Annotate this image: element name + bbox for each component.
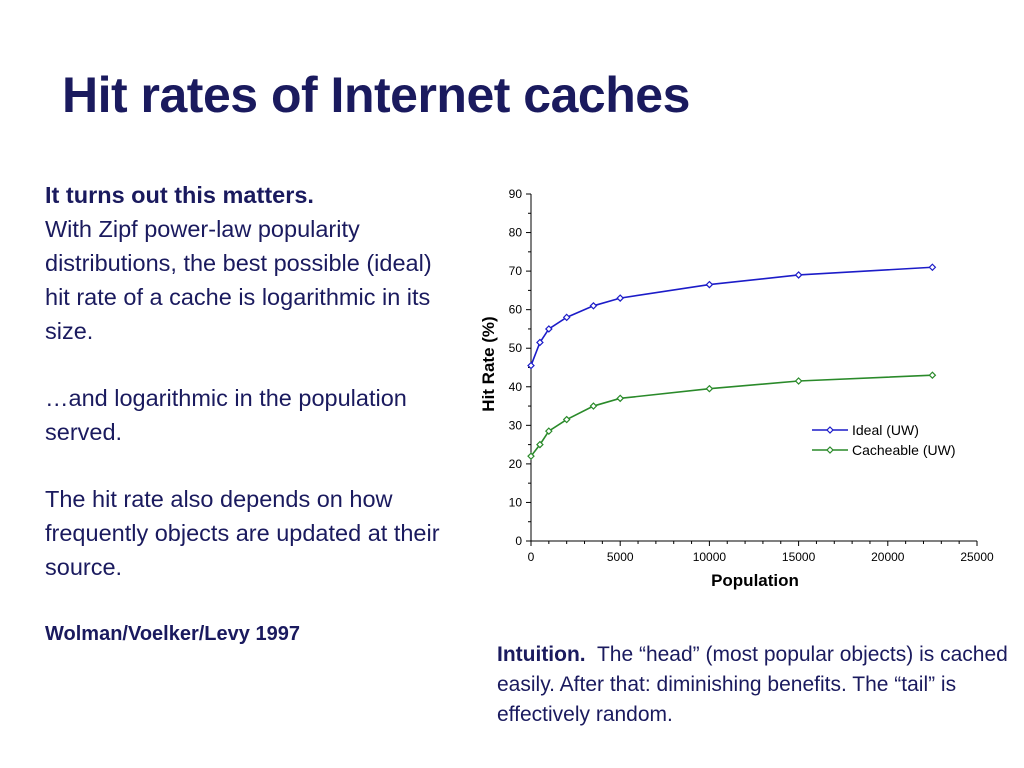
data-point xyxy=(544,427,553,435)
data-point xyxy=(794,377,803,385)
data-point xyxy=(527,452,535,461)
data-point xyxy=(536,440,544,449)
y-tick-label: 30 xyxy=(509,418,523,432)
data-point xyxy=(527,361,535,370)
y-tick-label: 40 xyxy=(509,380,523,394)
y-tick-label: 10 xyxy=(509,495,523,509)
x-tick-label: 15000 xyxy=(782,550,816,564)
data-point xyxy=(705,384,714,393)
slide-title: Hit rates of Internet caches xyxy=(62,67,690,123)
legend-marker xyxy=(826,426,834,434)
x-axis-label: Population xyxy=(711,571,799,590)
data-point xyxy=(928,263,937,272)
y-tick-label: 50 xyxy=(509,341,523,355)
y-tick-label: 90 xyxy=(509,187,523,201)
data-point xyxy=(705,280,714,289)
y-axis-label: Hit Rate (%) xyxy=(479,316,498,411)
x-tick-label: 20000 xyxy=(871,550,905,564)
left-heading: It turns out this matters. xyxy=(45,182,314,208)
legend-label: Cacheable (UW) xyxy=(852,442,955,458)
zipf-text: With Zipf power-law popularity distribut… xyxy=(45,216,432,344)
y-tick-label: 80 xyxy=(509,226,523,240)
data-point xyxy=(536,338,544,347)
intuition-lead: Intuition. xyxy=(497,643,586,666)
data-point xyxy=(544,325,553,333)
left-text-block: It turns out this matters. With Zipf pow… xyxy=(45,178,445,651)
y-tick-label: 0 xyxy=(515,534,522,548)
y-tick-label: 20 xyxy=(509,457,523,471)
intuition-text-block: Intuition. The “head” (most popular obje… xyxy=(497,640,1017,730)
x-tick-label: 0 xyxy=(528,550,535,564)
paragraph-population: …and logarithmic in the population serve… xyxy=(45,385,407,445)
data-point xyxy=(562,415,571,424)
x-tick-label: 5000 xyxy=(607,550,634,564)
paragraph-update-frequency: The hit rate also depends on how frequen… xyxy=(45,486,440,580)
legend-marker xyxy=(826,446,834,454)
y-tick-label: 70 xyxy=(509,264,523,278)
citation: Wolman/Voelker/Levy 1997 xyxy=(45,623,300,645)
data-point xyxy=(562,313,571,322)
legend-label: Ideal (UW) xyxy=(852,422,919,438)
data-point xyxy=(616,394,625,403)
data-point xyxy=(794,271,803,279)
x-tick-label: 25000 xyxy=(960,550,994,564)
data-point xyxy=(589,301,598,310)
hit-rate-chart: 0 10 20 30 40 50 60 70 80 90 0 5000 10000 15000 20000 2… xyxy=(479,187,994,590)
intuition-body: The “head” (most popular objects) is cac… xyxy=(497,643,1008,726)
series-line-0 xyxy=(530,266,933,366)
x-tick-label: 10000 xyxy=(693,550,727,564)
data-point xyxy=(928,371,937,380)
data-point xyxy=(589,402,598,410)
data-point xyxy=(616,294,625,302)
paragraph-zipf: It turns out this matters. With Zipf pow… xyxy=(45,178,445,348)
y-tick-label: 60 xyxy=(509,303,523,317)
